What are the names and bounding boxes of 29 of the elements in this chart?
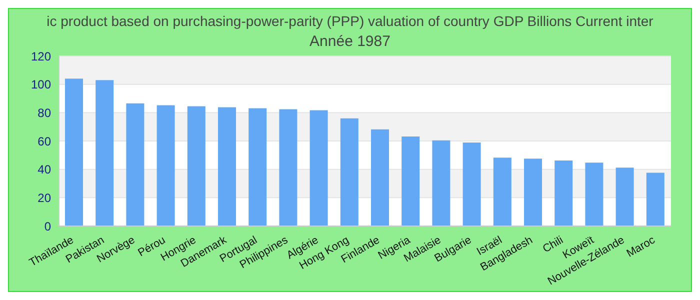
y-tick-label: 120 <box>30 49 52 64</box>
bar <box>402 136 420 226</box>
y-tick-label: 40 <box>38 162 52 177</box>
bar <box>187 106 206 226</box>
bar <box>554 160 573 226</box>
y-tick-label: 20 <box>38 190 52 205</box>
bar <box>65 78 83 226</box>
bar <box>616 168 634 226</box>
y-tick-label: 0 <box>44 219 52 234</box>
bar <box>340 118 358 226</box>
bar <box>248 108 267 226</box>
bar <box>156 105 175 226</box>
bar <box>279 109 298 226</box>
bar <box>371 129 389 226</box>
bar <box>646 172 664 226</box>
bar <box>218 107 236 226</box>
y-tick-label: 80 <box>38 106 52 120</box>
bar <box>126 103 144 226</box>
bar <box>585 162 604 226</box>
chart-subtitle: Année 1987 <box>308 33 392 50</box>
bar <box>310 110 328 226</box>
bar <box>432 140 450 226</box>
bar <box>96 80 114 226</box>
bar <box>493 158 512 226</box>
y-tick-label: 60 <box>38 134 52 148</box>
chart-title: ic product based on purchasing-power-parity (PPP) valuation of country GDP Billions Current inter <box>46 13 654 29</box>
y-tick-label: 100 <box>30 78 52 92</box>
bar <box>524 158 542 226</box>
bar <box>462 142 481 226</box>
